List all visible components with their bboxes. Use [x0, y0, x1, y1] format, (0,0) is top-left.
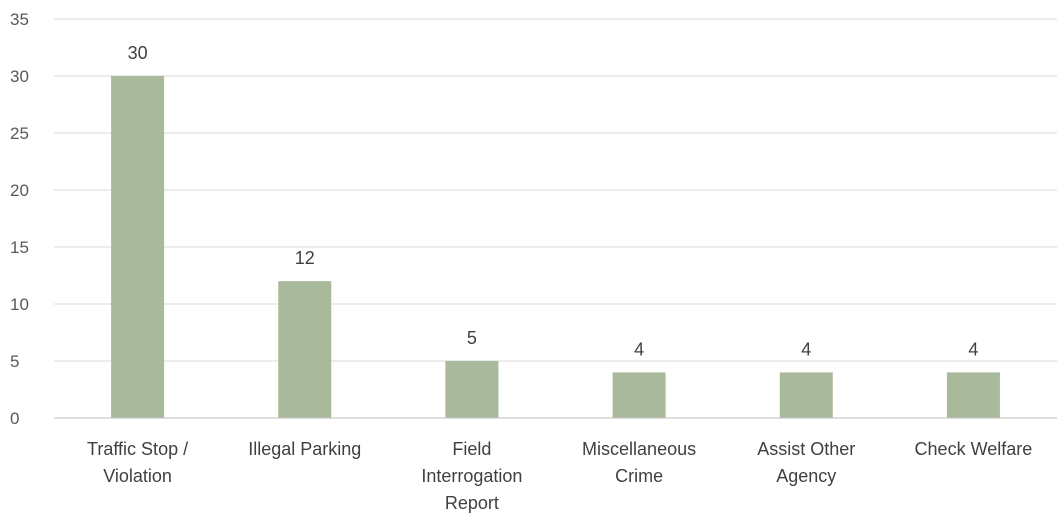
category-label: Illegal Parking	[248, 439, 361, 459]
y-tick-label: 15	[10, 238, 29, 257]
bar	[278, 281, 332, 418]
category-label: Traffic Stop / Violation	[87, 439, 188, 486]
data-label: 12	[295, 248, 315, 268]
data-label: 4	[801, 339, 811, 359]
category-label: Miscellaneous Crime	[582, 439, 696, 486]
y-tick-label: 0	[10, 409, 19, 428]
y-tick-label: 30	[10, 67, 29, 86]
data-label: 4	[634, 339, 644, 359]
y-tick-label: 20	[10, 181, 29, 200]
category-labels: Traffic Stop / Violation Illegal Parking Fi…	[87, 439, 1032, 513]
data-labels: 30 12 5 4 4 4	[128, 43, 979, 359]
y-tick-label: 10	[10, 295, 29, 314]
category-label: Assist Other Agency	[757, 439, 855, 486]
bar	[779, 372, 833, 418]
category-label: Check Welfare	[915, 439, 1033, 459]
data-label: 4	[968, 339, 978, 359]
bar	[946, 372, 1000, 418]
data-label: 30	[128, 43, 148, 63]
bar	[111, 76, 165, 418]
bar	[612, 372, 666, 418]
category-label: Field Interrogation Report	[421, 439, 522, 513]
bar	[445, 361, 499, 418]
y-tick-label: 25	[10, 124, 29, 143]
y-tick-label: 35	[10, 10, 29, 29]
gridlines	[54, 18, 1057, 362]
bars	[111, 76, 1000, 418]
data-label: 5	[467, 328, 477, 348]
y-axis-tick-labels: 0 5 10 15 20 25 30 35	[10, 10, 29, 428]
y-tick-label: 5	[10, 352, 19, 371]
